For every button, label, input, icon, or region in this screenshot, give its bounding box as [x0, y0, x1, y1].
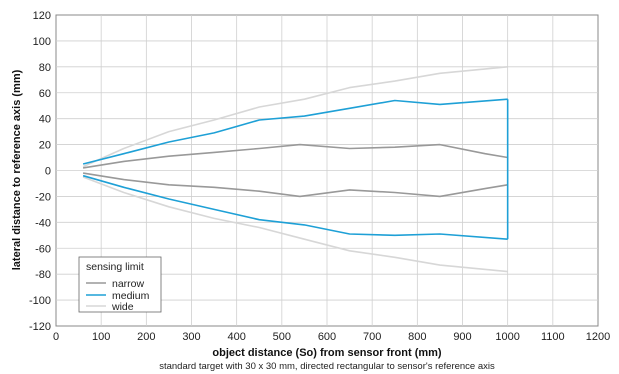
y-tick-label: -100: [29, 295, 51, 307]
series-layer: [82, 66, 509, 273]
series-medium-lower-line: [82, 174, 508, 240]
series-narrow-lower-line: [82, 172, 508, 198]
y-tick-label: 120: [33, 10, 51, 22]
x-tick-label: 400: [227, 331, 245, 343]
x-tick-label: 100: [92, 331, 110, 343]
x-tick-label: 800: [408, 331, 426, 343]
legend-title: sensing limit: [86, 261, 144, 273]
x-tick-label: 1200: [586, 331, 610, 343]
legend-label-wide: wide: [111, 301, 134, 313]
y-tick-label: -60: [35, 243, 51, 255]
legend: sensing limit narrow medium wide: [78, 256, 162, 313]
y-tick-label: 100: [33, 36, 51, 48]
y-axis-title: lateral distance to reference axis (mm): [11, 69, 23, 270]
x-tick-label: 700: [363, 331, 381, 343]
y-tick-label: -120: [29, 321, 51, 333]
y-tick-label: -80: [35, 269, 51, 281]
series-wide-upper-line: [82, 66, 508, 168]
series-medium-upper-line: [82, 98, 508, 165]
series-wide-lower-line: [82, 176, 508, 273]
y-tick-label: 60: [39, 88, 51, 100]
x-tick-label: 900: [453, 331, 471, 343]
x-tick-label: 300: [182, 331, 200, 343]
x-tick-label: 0: [53, 331, 59, 343]
y-tick-label: -20: [35, 191, 51, 203]
y-tick-label: -40: [35, 217, 51, 229]
x-tick-label: 200: [137, 331, 155, 343]
series-narrow-upper-line: [82, 143, 508, 169]
tick-layer: 0 100 200 300 400 500 600 700 800 900 1000 1100 1200…: [29, 10, 610, 343]
x-tick-label: 1100: [541, 331, 565, 343]
legend-label-medium: medium: [112, 290, 150, 302]
chart-caption: standard target with 30 x 30 mm, directe…: [159, 361, 495, 372]
y-tick-label: 80: [39, 62, 51, 74]
legend-box: [78, 256, 162, 313]
x-tick-label: 500: [273, 331, 291, 343]
y-tick-label: 20: [39, 140, 51, 152]
x-tick-label: 1000: [495, 331, 519, 343]
x-axis-title: object distance (So) from sensor front (…: [212, 347, 442, 359]
x-tick-label: 600: [318, 331, 336, 343]
y-tick-label: 40: [39, 114, 51, 126]
y-tick-label: 0: [45, 166, 51, 178]
legend-label-narrow: narrow: [112, 278, 145, 290]
